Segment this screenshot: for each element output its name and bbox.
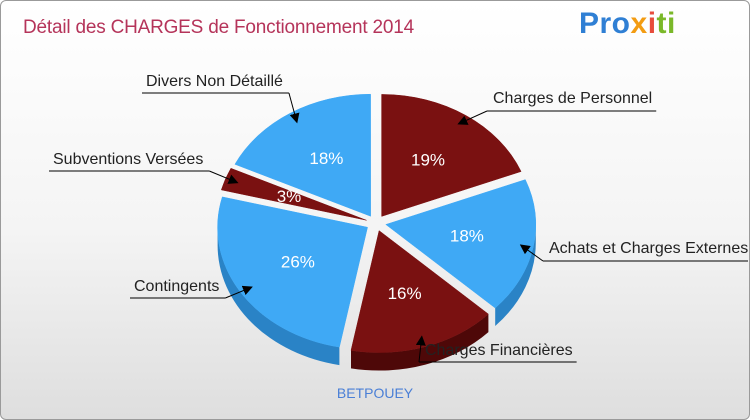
callout-leader-subventions-versees: [209, 170, 239, 184]
proxiti-logo[interactable]: Proxiti: [579, 7, 676, 41]
callout-label-charges-personnel: Charges de Personnel: [493, 90, 652, 107]
pie-tops: [217, 93, 537, 353]
pie-percent-labels: 19% 18% 16% 26% 3% 18%: [277, 149, 484, 303]
callout-label-subventions-versees: Subventions Versées: [53, 151, 203, 168]
callout-label-divers-non-detaille: Divers Non Détaillé: [146, 73, 283, 90]
logo-part-3: i: [647, 7, 657, 40]
callout-leader-charges-personnel: [457, 110, 488, 125]
slice-percent-charges-personnel: 19%: [411, 150, 445, 169]
slice-percent-subventions-versees: 3%: [277, 187, 302, 206]
slice-achats-charges-externes: [385, 179, 537, 309]
pie-sides: [217, 224, 536, 371]
pie-callout-labels: Charges de Personnel Achats et Charges Ex…: [49, 73, 748, 363]
slice-side-contingents: [217, 227, 340, 366]
callout-leader-contingents: [225, 285, 253, 299]
callout-leader-divers-non-detaille: [288, 92, 300, 124]
slice-side-charges-financieres: [351, 314, 489, 371]
slice-percent-divers-non-detaille: 18%: [309, 149, 343, 168]
slice-percent-contingents: 26%: [281, 253, 315, 272]
callout-leader-achats-charges-externes: [519, 244, 544, 262]
slice-percent-achats-charges-externes: 18%: [450, 227, 484, 246]
callout-leader-charges-financieres: [415, 335, 426, 363]
chart-title: Détail des CHARGES de Fonctionnement 201…: [23, 17, 415, 38]
callout-label-achats-charges-externes: Achats et Charges Externes: [549, 240, 748, 257]
commune-name: BETPOUEY: [336, 385, 414, 401]
slice-subventions-versees: [220, 167, 367, 221]
slice-charges-personnel: [381, 94, 522, 217]
logo-part-4: ti: [656, 7, 676, 40]
slice-contingents: [217, 196, 368, 348]
slice-side-achats-charges-externes: [495, 224, 536, 326]
callout-label-charges-financieres: Charges Financières: [425, 342, 573, 359]
slice-percent-charges-financieres: 16%: [388, 284, 422, 303]
callout-label-contingents: Contingents: [134, 278, 219, 295]
logo-part-1: Pro: [579, 7, 631, 40]
slice-charges-financieres: [350, 230, 489, 353]
logo-part-2: x: [630, 7, 648, 40]
